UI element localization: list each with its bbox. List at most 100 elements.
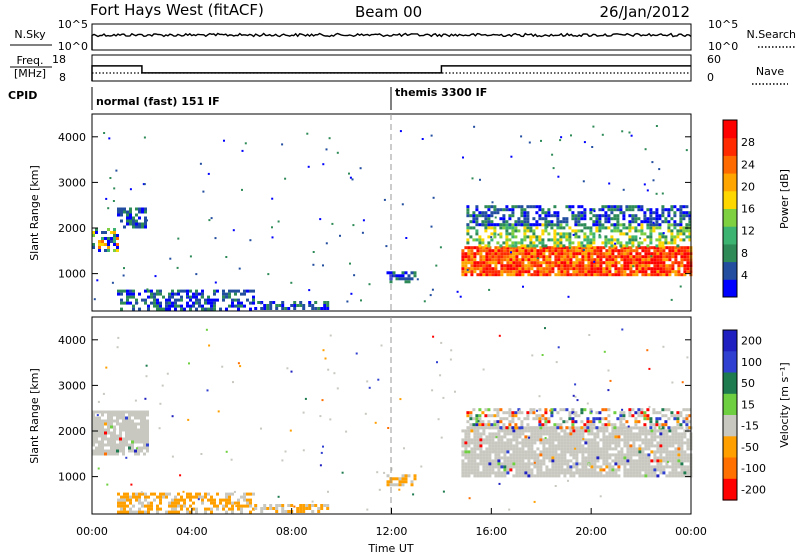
velocity-cell-r4	[524, 441, 528, 445]
power-cell-r7	[562, 217, 566, 221]
power-cell-r7	[574, 223, 578, 227]
power-scatter-cell	[679, 285, 682, 288]
power-cell-r5	[530, 273, 534, 277]
velocity-cell-r4	[527, 453, 531, 457]
nsky-tick-bottom: 10^0	[58, 40, 88, 53]
power-cell-r6	[583, 238, 587, 242]
velocity-cell-r1	[153, 492, 156, 496]
power-cell-r6	[559, 235, 563, 239]
velocity-cell-r5	[622, 426, 626, 430]
velocity-cell-r4	[683, 435, 687, 439]
power-cell-r7	[571, 205, 575, 209]
power-cell-r5	[548, 267, 552, 271]
power-cell-r7	[493, 208, 497, 212]
power-cell-r7	[598, 220, 602, 224]
velocity-cell-r0	[92, 437, 95, 441]
power-cell-r5	[488, 252, 492, 256]
velocity-cell-r0	[98, 443, 101, 447]
velocity-cell-r4	[569, 444, 573, 448]
power-cell-r5	[635, 273, 639, 277]
power-scatter-cell	[146, 288, 149, 291]
velocity-cell-r4	[587, 474, 591, 478]
power-cell-r0	[113, 243, 116, 246]
velocity-cell-r4	[641, 465, 645, 469]
power-cell-r7	[631, 205, 635, 209]
velocity-cell-r5	[634, 411, 638, 415]
power-cell-r5	[644, 267, 648, 271]
power-cell-r2	[252, 295, 255, 299]
velocity-cell-r5	[607, 423, 611, 427]
power-cell-r0	[92, 231, 95, 234]
power-cell-r5	[572, 252, 576, 256]
power-cell-r2	[165, 307, 168, 311]
power-cell-r5	[617, 267, 621, 271]
power-cell-r5	[593, 273, 597, 277]
power-cell-r7	[532, 205, 536, 209]
velocity-scatter-cell	[554, 485, 557, 487]
power-cell-r5	[560, 255, 564, 259]
velocity-cell-r4	[581, 459, 585, 463]
velocity-cell-r4	[488, 444, 492, 448]
velocity-cell-r2	[326, 507, 330, 510]
power-cell-r6	[649, 238, 653, 242]
velocity-cell-r0	[104, 419, 107, 423]
power-cell-r5	[566, 261, 570, 265]
power-cell-r2	[132, 295, 135, 299]
velocity-cell-r4	[677, 471, 681, 475]
velocity-cell-r1	[237, 498, 240, 502]
power-cell-r6	[616, 241, 620, 245]
power-cell-r0	[113, 228, 116, 231]
power-cell-r5	[530, 246, 534, 250]
velocity-scatter-cell	[135, 447, 138, 450]
power-cell-r5	[659, 246, 663, 250]
power-cell-r6	[619, 229, 623, 233]
power-scatter-cell	[177, 237, 180, 240]
power-cell-r5	[569, 255, 573, 259]
velocity-cell-r5	[679, 411, 683, 415]
power-scatter-cell	[431, 288, 434, 291]
velocity-cell-r4	[494, 450, 498, 454]
velocity-cell-r4	[647, 444, 651, 448]
power-cell-r6	[472, 238, 476, 242]
velocity-scatter-cell	[603, 350, 606, 353]
velocity-cell-r4	[674, 435, 678, 439]
power-scatter-cell	[661, 192, 664, 195]
velocity-cell-r4	[596, 474, 600, 478]
velocity-scatter-cell	[533, 461, 536, 464]
velocity-cell-r0	[110, 416, 113, 420]
velocity-cell-r4	[497, 429, 501, 433]
velocity-cell-r4	[683, 465, 687, 469]
power-cell-r5	[551, 246, 555, 250]
power-cell-r6	[631, 235, 635, 239]
velocity-cell-r3	[386, 480, 390, 484]
power-cell-r5	[536, 258, 540, 262]
velocity-cell-r5	[586, 420, 590, 424]
velocity-cell-r5	[595, 411, 599, 415]
power-cell-r5	[572, 273, 576, 277]
velocity-cell-r5	[613, 423, 617, 427]
velocity-cell-r4	[614, 456, 618, 460]
velocity-scatter-cell	[621, 408, 624, 411]
velocity-cell-r1	[228, 501, 231, 505]
power-cell-r7	[517, 205, 521, 209]
velocity-cell-r5	[568, 411, 572, 415]
power-cell-r5	[518, 267, 522, 271]
velocity-cell-r0	[137, 452, 140, 456]
velocity-cell-r4	[596, 429, 600, 433]
velocity-cell-r0	[110, 440, 113, 444]
power-cell-r1	[138, 216, 141, 220]
velocity-cell-r4	[500, 435, 504, 439]
velocity-cell-r0	[113, 437, 116, 441]
power-cell-r5	[680, 258, 684, 262]
velocity-cell-r4	[647, 432, 651, 436]
power-cell-r7	[505, 208, 509, 212]
power-cell-r2	[183, 289, 186, 293]
velocity-cell-r4	[629, 450, 633, 454]
velocity-cell-r4	[599, 438, 603, 442]
power-cell-r5	[506, 264, 510, 268]
power-cell-r6	[628, 238, 632, 242]
power-cell-r5	[569, 261, 573, 265]
power-cell-r5	[656, 246, 660, 250]
velocity-cell-r4	[638, 453, 642, 457]
power-cell-r5	[653, 255, 657, 259]
